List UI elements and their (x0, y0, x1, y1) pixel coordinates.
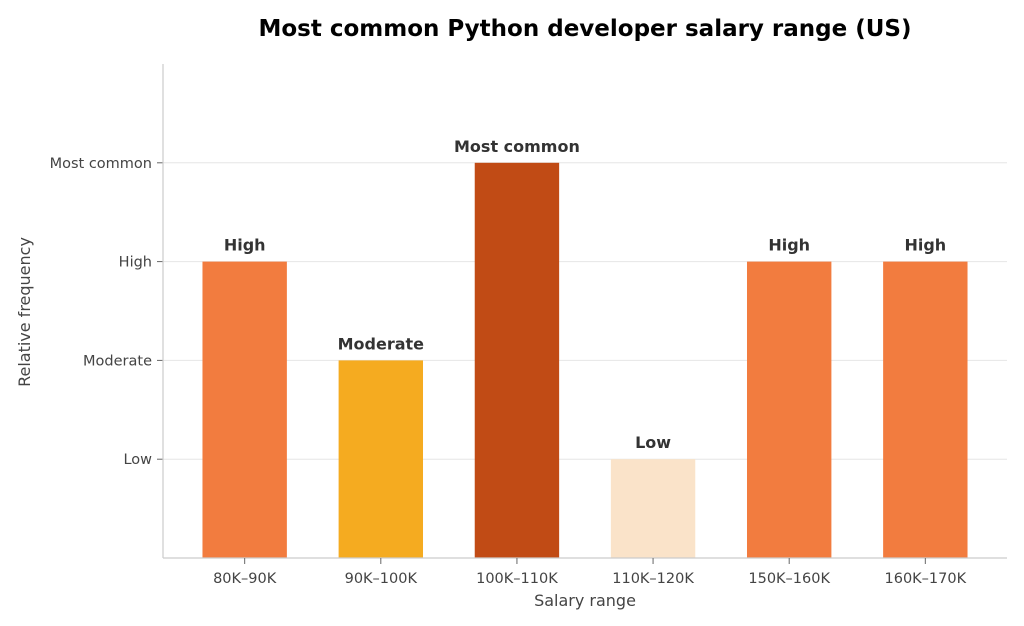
bar-value-label: High (224, 236, 266, 255)
x-tick-label: 100K–110K (476, 571, 558, 587)
x-axis-label: Salary range (534, 591, 636, 610)
x-tick-label: 90K–100K (345, 571, 418, 587)
bar (746, 261, 832, 558)
x-tick-label: 150K–160K (748, 571, 830, 587)
bar-value-label: Moderate (338, 334, 425, 353)
y-axis-label: Relative frequency (15, 237, 34, 387)
bar (610, 459, 696, 558)
bar (202, 261, 287, 558)
bar (474, 162, 560, 559)
x-tick-label: 160K–170K (885, 571, 967, 587)
y-tick-label: Low (123, 452, 152, 468)
chart-title: Most common Python developer salary rang… (258, 16, 911, 42)
bar-value-label: Most common (454, 137, 580, 156)
y-tick-label: Most common (50, 156, 152, 172)
bars (202, 162, 968, 559)
x-tick-label: 110K–120K (612, 571, 694, 587)
bar-labels: High Moderate Most common Low High High (224, 137, 946, 452)
bar-value-label: Low (635, 433, 671, 452)
x-tick-label: 80K–90K (213, 571, 277, 587)
bar-value-label: High (904, 236, 946, 255)
bar-value-label: High (768, 236, 810, 255)
y-tick-label: High (119, 255, 152, 271)
bar (883, 261, 968, 558)
axes: Low Moderate High Most common 80K–90K 90K–100… (50, 64, 1007, 587)
grid (163, 162, 1007, 460)
y-tick-label: Moderate (83, 353, 152, 369)
bar (338, 360, 424, 558)
